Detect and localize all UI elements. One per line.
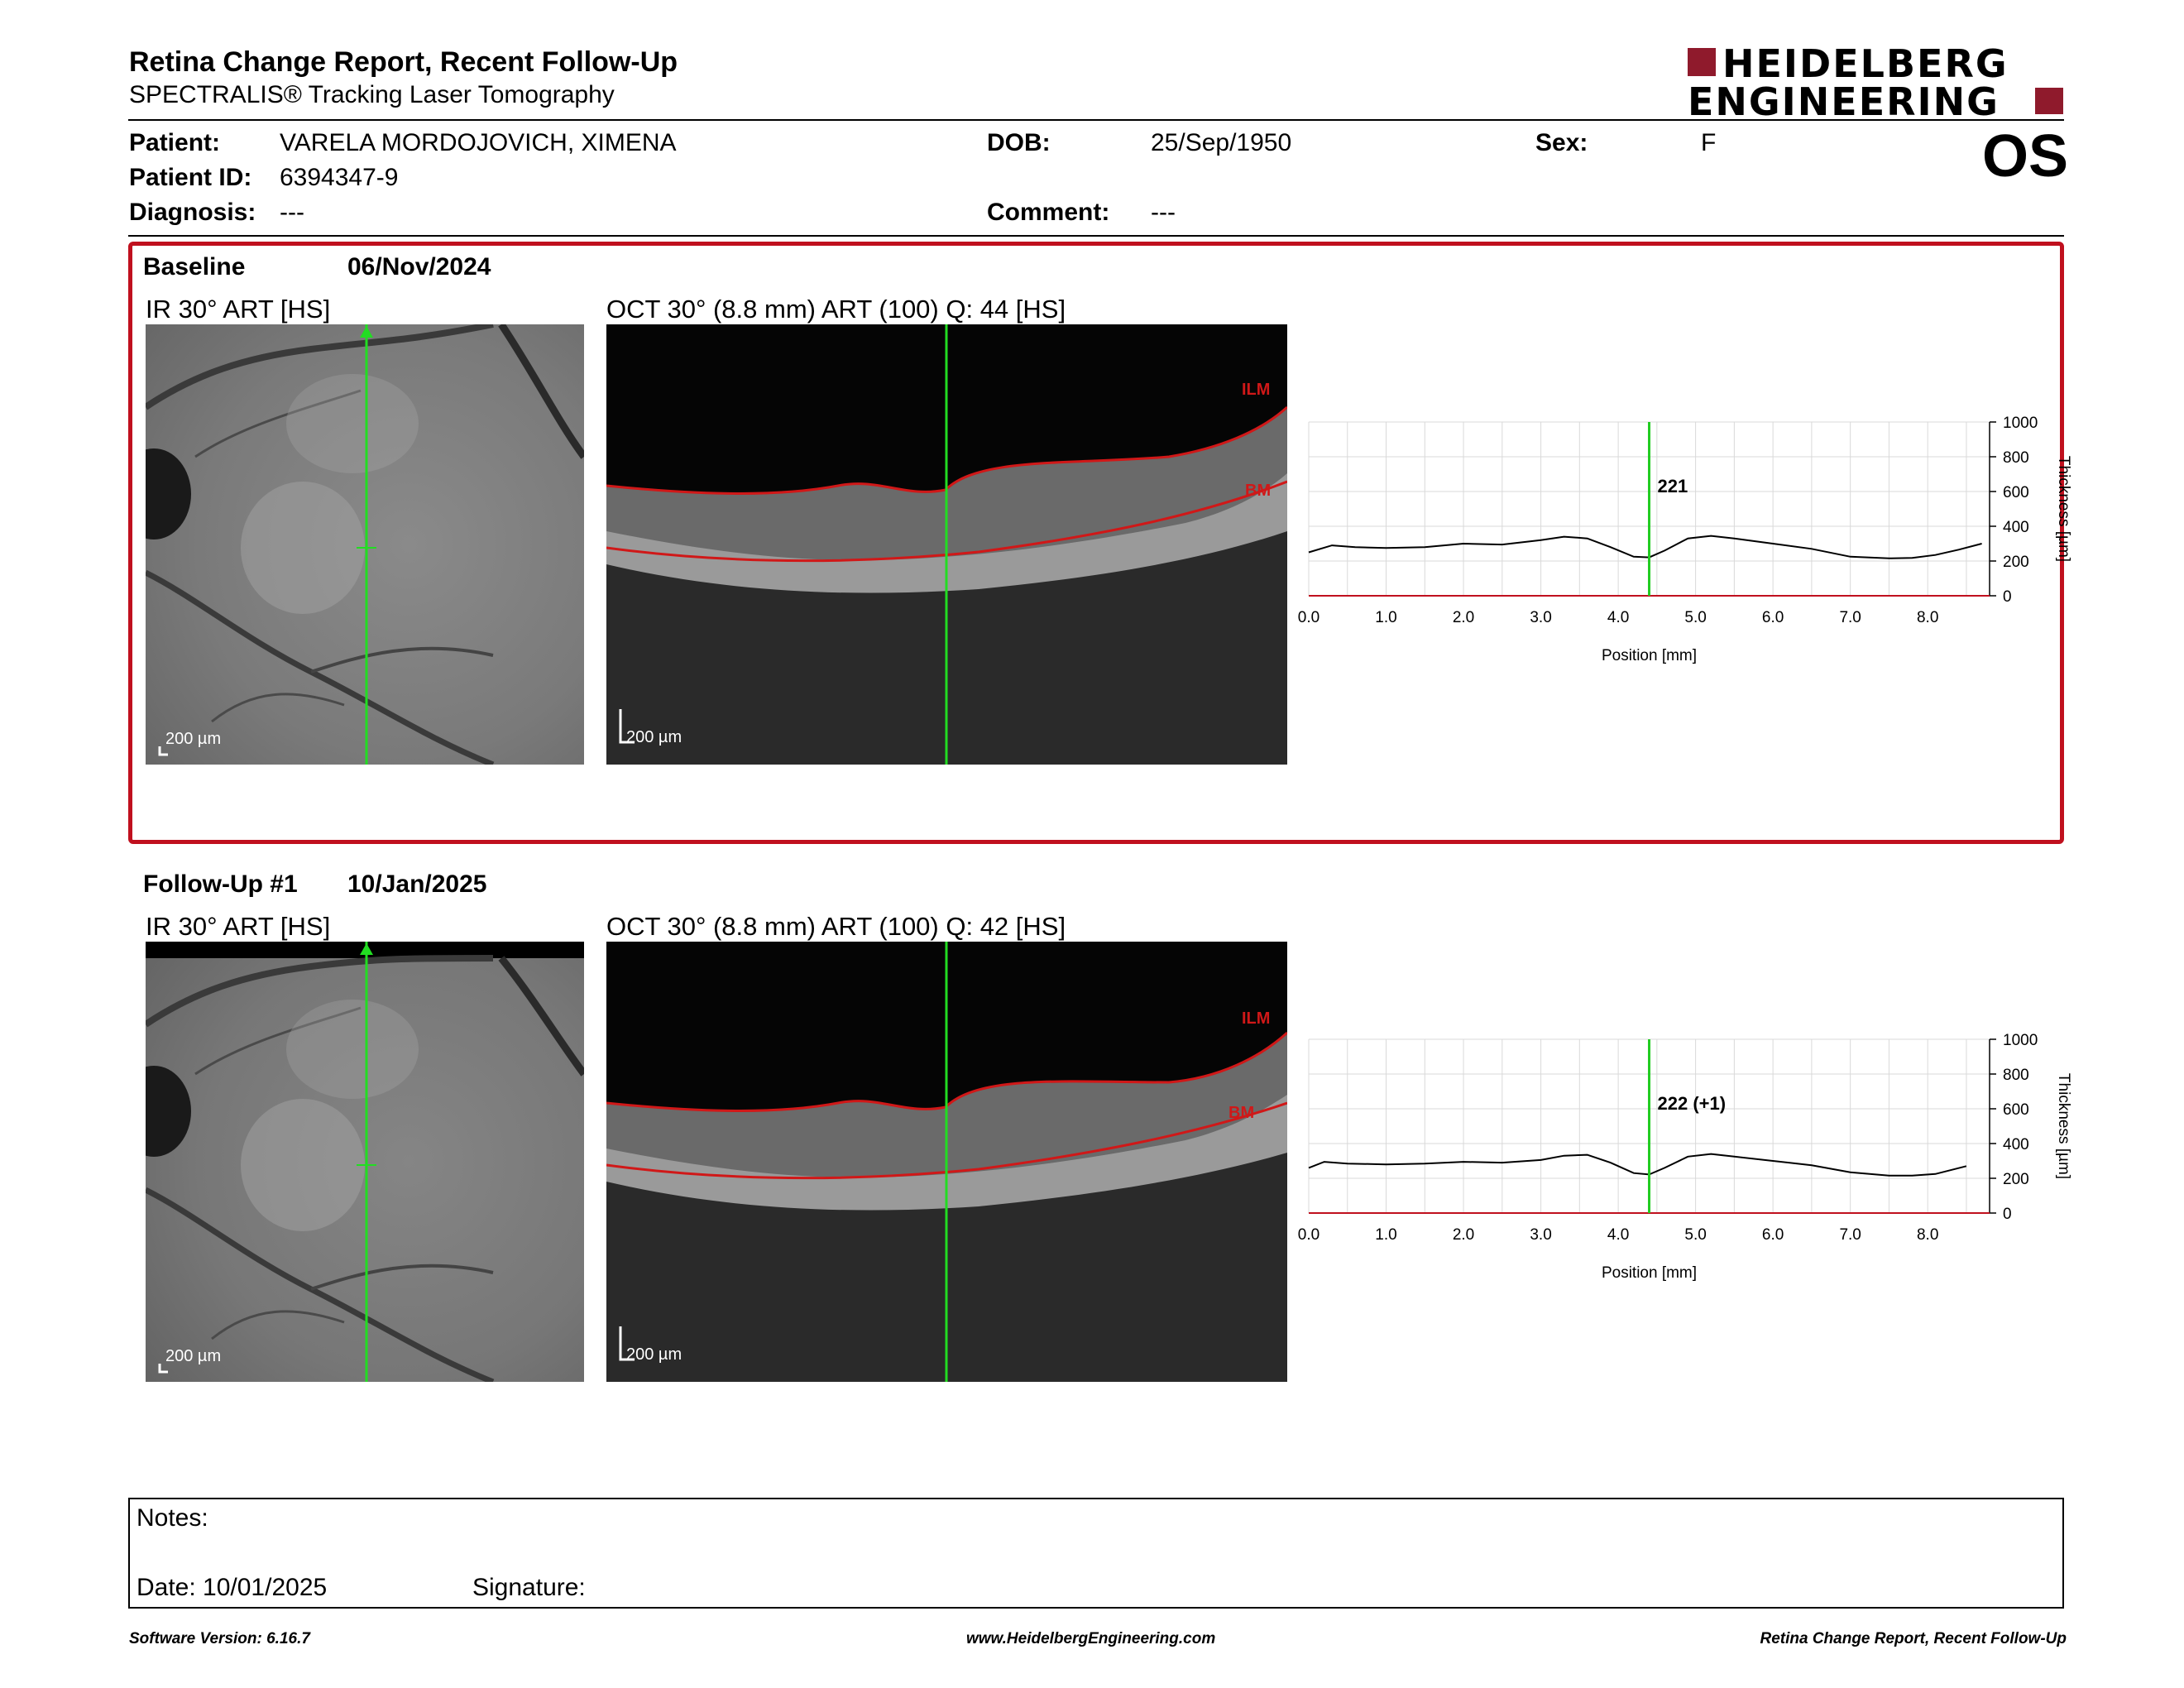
- followup-chart-svg: 0 200 400 600 800 1000 0.0 1.0 2.0 3.0 4.0 5.0 6.0 7.…: [1298, 1032, 2072, 1282]
- x-tick-label: 5.0: [1684, 1226, 1706, 1244]
- sex-value: F: [1701, 129, 1717, 156]
- baseline-chart-svg: 0 200 400 600 800 1000 0.0 1.0 2.0 3.0 4.0 5.0 6.0 7.…: [1298, 415, 2072, 664]
- x-tick-label: 3.0: [1530, 1226, 1551, 1244]
- patient-name: VARELA MORDOJOVICH, XIMENA: [280, 129, 677, 156]
- cursor-value-label: 221: [1658, 476, 1688, 496]
- header-divider: [128, 119, 2064, 121]
- eye-laterality: OS: [1981, 123, 2068, 189]
- y-tick-label: 200: [2003, 1171, 2029, 1188]
- baseline-ilm-label: ILM: [1242, 381, 1271, 399]
- sex-label: Sex:: [1535, 129, 1588, 156]
- notes-label: Notes:: [136, 1504, 208, 1532]
- x-tick-label: 1.0: [1375, 1226, 1396, 1244]
- baseline-frame: [128, 242, 2064, 844]
- y-tick-label: 0: [2003, 1206, 2012, 1223]
- x-tick-label: 4.0: [1607, 1226, 1629, 1244]
- y-tick-label: 1000: [2003, 415, 2038, 432]
- x-tick-label: 2.0: [1453, 1226, 1474, 1244]
- x-tick-label: 7.0: [1839, 1226, 1861, 1244]
- dob-value: 25/Sep/1950: [1151, 129, 1292, 156]
- patient-id-label: Patient ID:: [129, 164, 252, 191]
- x-tick-label: 4.0: [1607, 609, 1629, 626]
- x-tick-label: 6.0: [1762, 609, 1784, 626]
- date-label: Date: 10/01/2025: [136, 1574, 328, 1601]
- diagnosis-value: ---: [280, 199, 304, 226]
- thickness-series-line: [1308, 535, 1982, 559]
- x-tick-label: 6.0: [1762, 1226, 1784, 1244]
- baseline-oct-scale: 200 µm: [626, 728, 682, 746]
- y-tick-label: 800: [2003, 1067, 2029, 1084]
- patient-id: 6394347-9: [280, 164, 399, 191]
- thickness-series-line: [1308, 1153, 1967, 1177]
- baseline-bm-label: BM: [1245, 482, 1272, 500]
- report-title: Retina Change Report, Recent Follow-Up: [129, 46, 678, 78]
- x-tick-label: 0.0: [1298, 609, 1320, 626]
- notes-box: Notes: Date: 10/01/2025 Signature:: [128, 1498, 2064, 1609]
- x-axis-label: Position [mm]: [1602, 1264, 1697, 1282]
- footer-report-name: Retina Change Report, Recent Follow-Up: [1760, 1630, 2067, 1647]
- baseline-ir-scale: 200 µm: [165, 730, 222, 748]
- dob-label: DOB:: [987, 129, 1051, 156]
- y-tick-label: 200: [2003, 554, 2029, 571]
- patient-name-label: Patient:: [129, 129, 221, 156]
- x-tick-label: 0.0: [1298, 1226, 1320, 1244]
- followup-ir-image: 200 µm: [146, 942, 584, 1382]
- x-axis-label: Position [mm]: [1602, 647, 1697, 664]
- followup-ir-scale: 200 µm: [165, 1347, 222, 1365]
- followup-ir-title: IR 30° ART [HS]: [146, 912, 331, 941]
- diagnosis-label: Diagnosis:: [129, 199, 256, 226]
- y-tick-label: 600: [2003, 1101, 2029, 1119]
- y-tick-label: 400: [2003, 1136, 2029, 1153]
- logo-line-1: HEIDELBERG: [1722, 41, 2009, 86]
- report-subtitle: SPECTRALIS® Tracking Laser Tomography: [129, 81, 615, 108]
- y-axis-label: Thickness [µm]: [2055, 1073, 2072, 1179]
- website-link[interactable]: www.HeidelbergEngineering.com: [966, 1630, 1216, 1647]
- y-tick-label: 800: [2003, 449, 2029, 467]
- cursor-value-label: 222 (+1): [1658, 1093, 1727, 1114]
- baseline-date: 06/Nov/2024: [347, 253, 491, 281]
- y-tick-label: 1000: [2003, 1032, 2038, 1049]
- followup-date: 10/Jan/2025: [347, 870, 487, 898]
- baseline-label: Baseline: [143, 253, 246, 281]
- heidelberg-logo: HEIDELBERG ENGINEERING: [1688, 41, 2068, 124]
- x-tick-label: 3.0: [1530, 609, 1551, 626]
- comment-value: ---: [1151, 199, 1176, 226]
- x-tick-label: 2.0: [1453, 609, 1474, 626]
- followup-ilm-label: ILM: [1242, 1009, 1271, 1028]
- followup-thickness-chart: 0 200 400 600 800 1000 0.0 1.0 2.0 3.0 4.0 5.0 6.0 7.…: [1291, 1023, 2085, 1296]
- x-tick-label: 7.0: [1839, 609, 1861, 626]
- baseline-oct-image: ILM BM 200 µm: [606, 324, 1287, 765]
- y-tick-label: 600: [2003, 484, 2029, 501]
- y-tick-label: 0: [2003, 588, 2012, 606]
- patient-divider: [128, 235, 2064, 237]
- x-tick-label: 5.0: [1684, 609, 1706, 626]
- baseline-thickness-chart: 0 200 400 600 800 1000 0.0 1.0 2.0 3.0 4.0 5.0 6.0 7.…: [1291, 405, 2085, 679]
- baseline-ir-image: 200 µm: [146, 324, 584, 765]
- followup-label: Follow-Up #1: [143, 870, 298, 898]
- logo-bar-top: [1688, 48, 1716, 76]
- x-tick-label: 8.0: [1917, 609, 1938, 626]
- followup-oct-title: OCT 30° (8.8 mm) ART (100) Q: 42 [HS]: [606, 912, 1066, 941]
- baseline-ir-title: IR 30° ART [HS]: [146, 295, 331, 324]
- baseline-oct-title: OCT 30° (8.8 mm) ART (100) Q: 44 [HS]: [606, 295, 1066, 324]
- y-tick-label: 400: [2003, 519, 2029, 536]
- y-axis-label: Thickness [µm]: [2055, 456, 2072, 562]
- comment-label: Comment:: [987, 199, 1110, 226]
- x-tick-label: 1.0: [1375, 609, 1396, 626]
- software-version: Software Version: 6.16.7: [129, 1630, 310, 1647]
- signature-label: Signature:: [472, 1574, 586, 1601]
- logo-line-2: ENGINEERING: [1688, 79, 2000, 124]
- followup-oct-image: ILM BM 200 µm: [606, 942, 1287, 1382]
- followup-oct-scale: 200 µm: [626, 1345, 682, 1364]
- logo-bar-bottom: [2035, 88, 2063, 114]
- followup-bm-label: BM: [1228, 1104, 1255, 1122]
- x-tick-label: 8.0: [1917, 1226, 1938, 1244]
